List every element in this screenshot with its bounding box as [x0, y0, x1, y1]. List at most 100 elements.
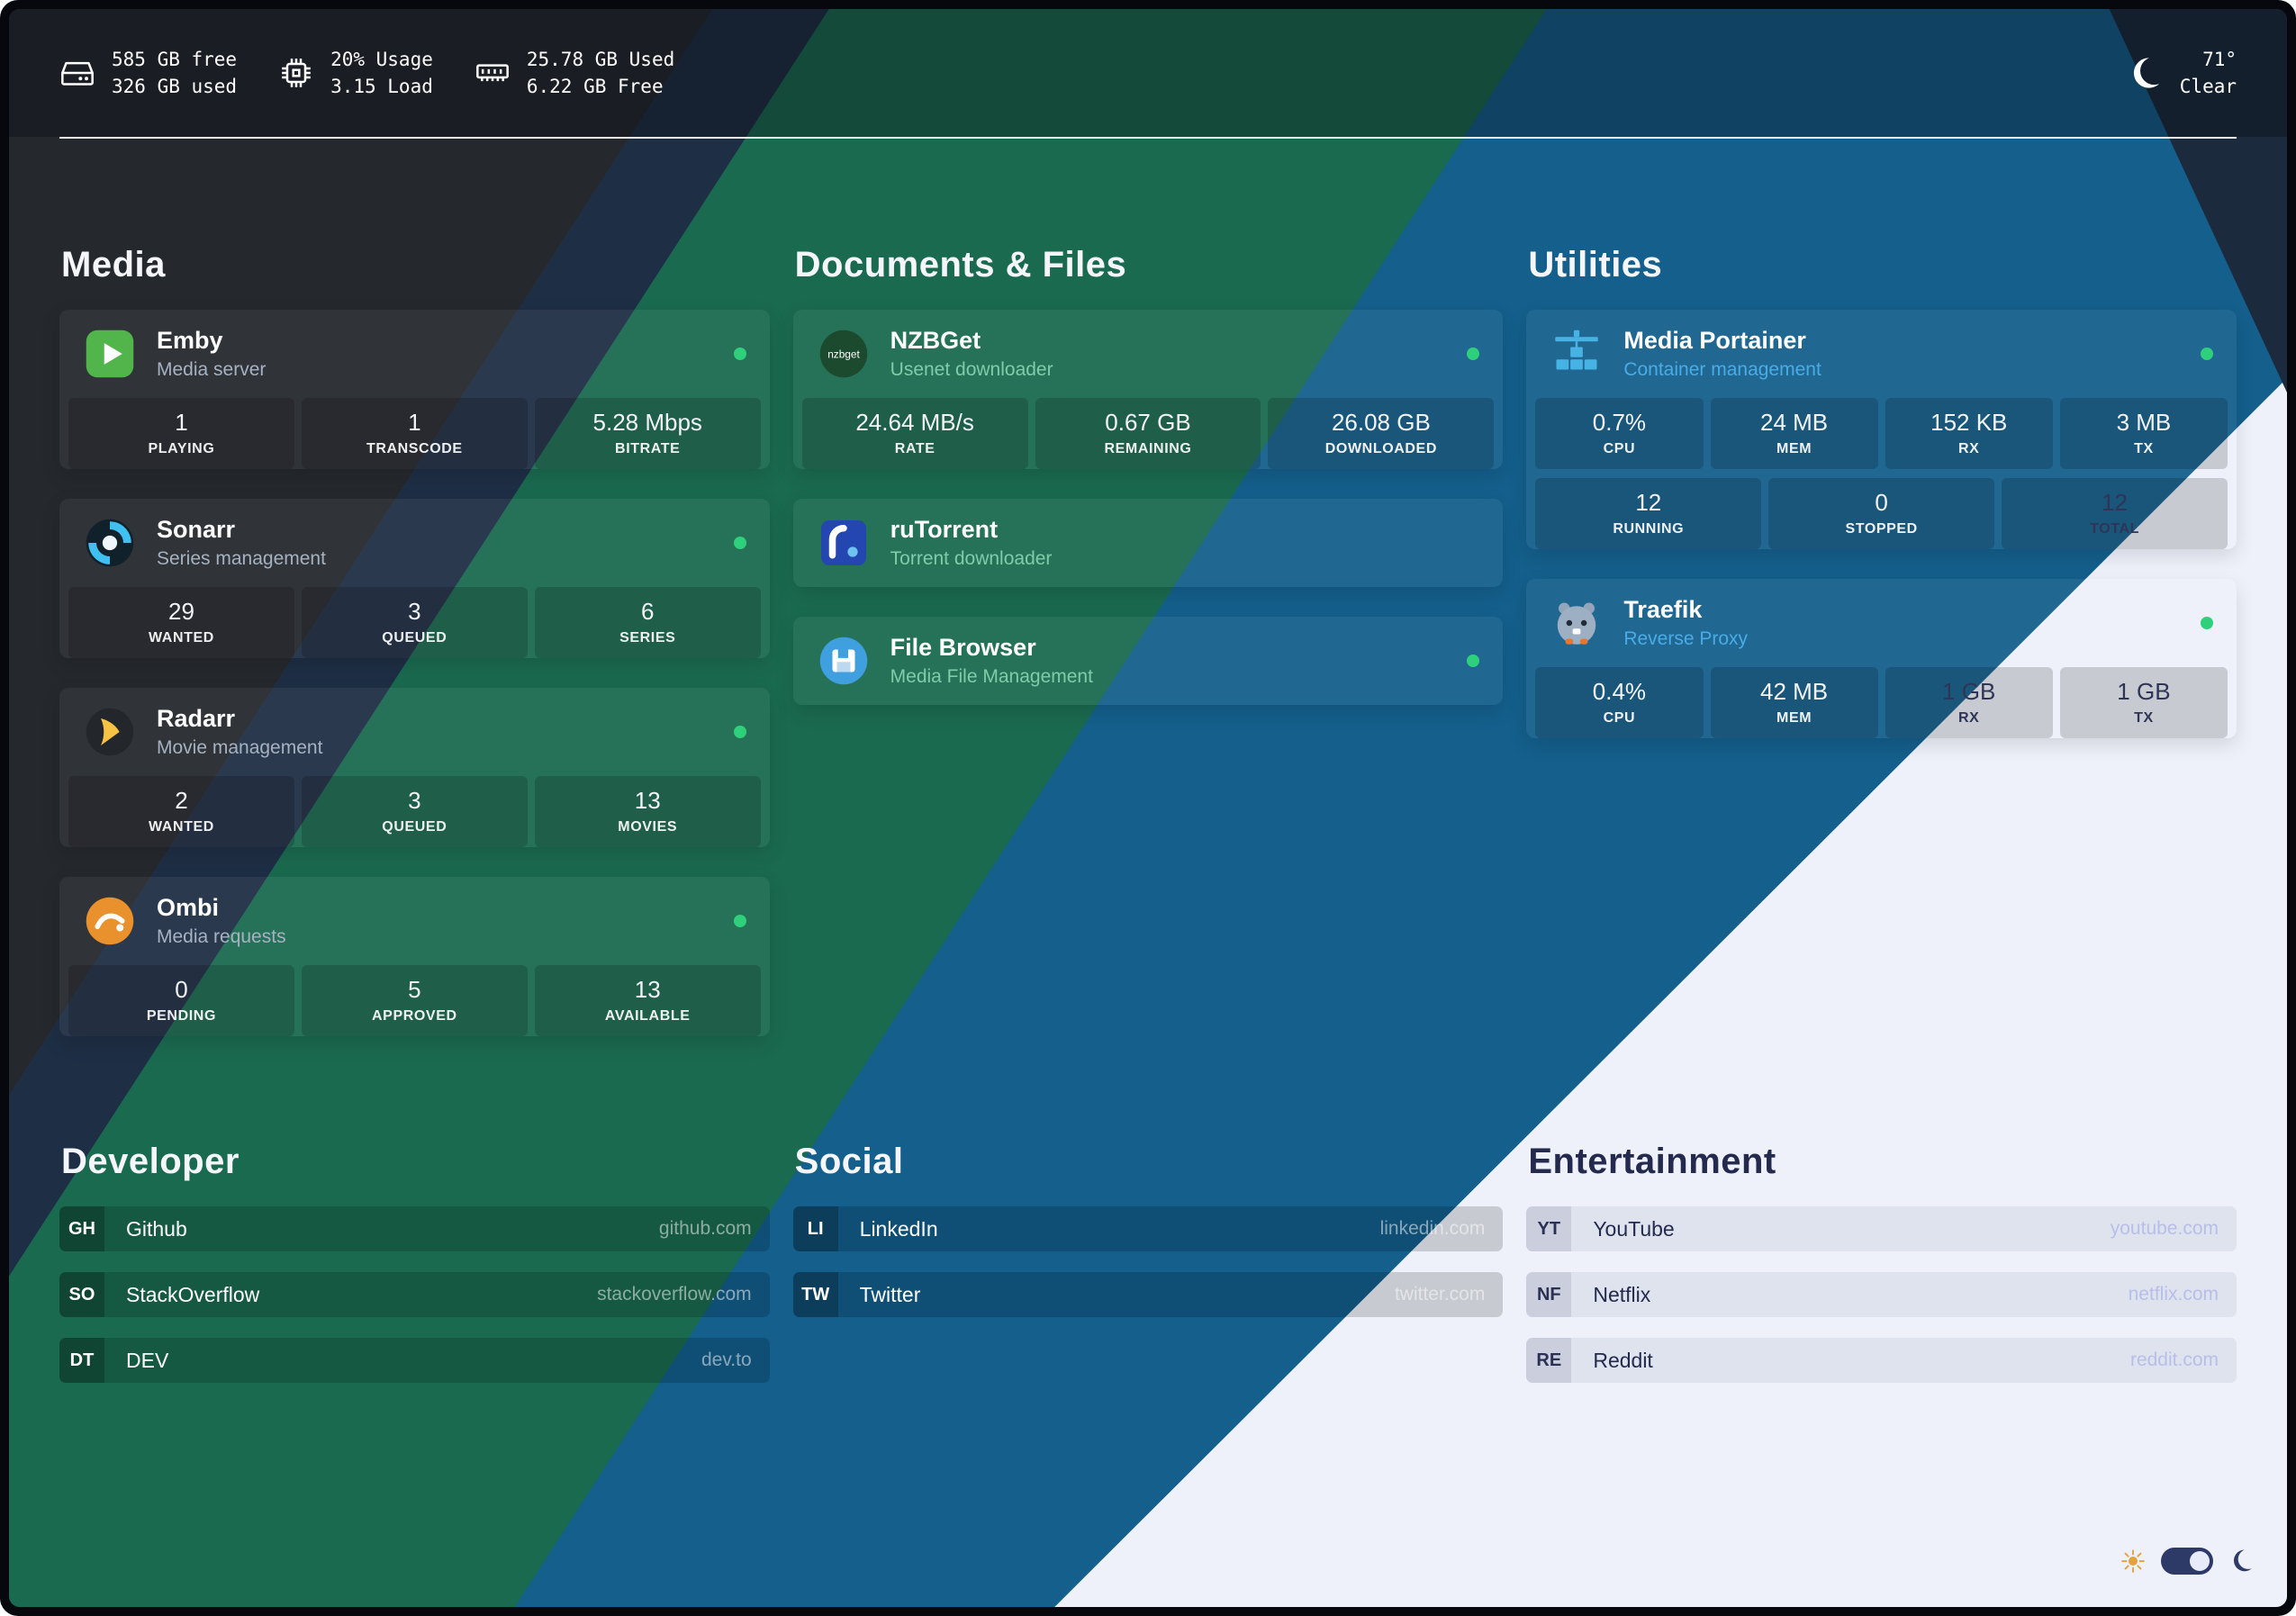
- link-stackoverflow[interactable]: SO StackOverflow stackoverflow.com: [59, 1272, 770, 1317]
- nzbget-icon: nzbget: [817, 327, 871, 381]
- stat-value: 6: [640, 598, 655, 625]
- link-name: StackOverflow: [126, 1282, 260, 1306]
- dashboard-app: 585 GB free 326 GB used 20% Usage 3.15 Loa…: [9, 9, 2287, 1607]
- stat-value: 13: [634, 976, 661, 1003]
- moon-clear-icon: [2126, 55, 2162, 91]
- stat-label: MOVIES: [618, 819, 678, 835]
- stat-playing: 1 PLAYING: [68, 398, 294, 469]
- stat-value: 42 MB: [1760, 678, 1829, 705]
- cpu-status: 20% Usage 3.15 Load: [278, 46, 433, 101]
- link-netflix[interactable]: NF Netflix netflix.com: [1526, 1272, 2237, 1317]
- service-card-rutorrent[interactable]: ruTorrent Torrent downloader: [792, 499, 1504, 587]
- service-card-header: Emby Media server: [59, 310, 770, 398]
- service-card-emby[interactable]: Emby Media server 1 PLAYING 1 TRANSCODE 5.28 M…: [59, 310, 770, 469]
- stat-value: 1 GB: [2117, 678, 2171, 705]
- link-dev[interactable]: DT DEV dev.to: [59, 1338, 770, 1383]
- stat-label: WANTED: [148, 819, 214, 835]
- stat-value: 0: [1875, 489, 1888, 516]
- moon-icon[interactable]: [2228, 1548, 2255, 1575]
- theme-toggle[interactable]: [2161, 1548, 2213, 1575]
- status-dot-online: [1467, 348, 1480, 360]
- service-name: File Browser: [890, 634, 1036, 661]
- stat-value: 152 KB: [1930, 409, 2008, 436]
- stat-value: 12: [2102, 489, 2129, 516]
- link-abbr-badge: LI: [792, 1206, 838, 1251]
- link-abbr-badge: RE: [1526, 1338, 1572, 1383]
- stat-value: 26.08 GB: [1331, 409, 1431, 436]
- link-abbr-badge: NF: [1526, 1272, 1572, 1317]
- service-subtitle: Container management: [1623, 359, 1821, 380]
- link-github[interactable]: GH Github github.com: [59, 1206, 770, 1251]
- service-card-nzbget[interactable]: nzbget NZBGet Usenet downloader 24.64 MB/s R…: [792, 310, 1504, 469]
- weather-condition: Clear: [2179, 76, 2237, 97]
- service-stats-row: 24.64 MB/s RATE 0.67 GB REMAINING 26.08 GB DO…: [793, 398, 1504, 469]
- cpu-usage: 20% Usage: [330, 48, 433, 70]
- stat-label: QUEUED: [382, 819, 447, 835]
- stat-tx: 1 GB TX: [2059, 667, 2228, 738]
- rutorrent-icon: [817, 516, 871, 570]
- stat-value: 0.7%: [1592, 409, 1647, 436]
- stat-rx: 152 KB RX: [1885, 398, 2053, 469]
- weather-text: 71° Clear: [2180, 46, 2237, 101]
- stat-mem: 24 MB MEM: [1710, 398, 1878, 469]
- service-stats-row: 0 PENDING 5 APPROVED 13 AVAILABLE: [59, 965, 770, 1036]
- stat-wanted: 29 WANTED: [68, 587, 294, 658]
- stat-label: RATE: [894, 441, 936, 456]
- stat-label: TX: [2134, 441, 2154, 456]
- service-card-meta: Emby Media server: [157, 327, 266, 381]
- link-reddit[interactable]: RE Reddit reddit.com: [1526, 1338, 2237, 1383]
- service-card-header: Sonarr Series management: [59, 499, 770, 587]
- service-subtitle: Series management: [157, 548, 326, 569]
- section-media: Media Emby Media server 1 PLAYING 1 TRANSCODE…: [59, 245, 770, 1066]
- entertainment-links: YT YouTube youtube.com NF Netflix netflix.com…: [1526, 1206, 2237, 1383]
- header-divider: [59, 137, 2237, 139]
- stat-value: 1: [408, 409, 421, 436]
- link-linkedin[interactable]: LI LinkedIn linkedin.com: [792, 1206, 1504, 1251]
- link-name: YouTube: [1593, 1216, 1675, 1241]
- stat-value: 0.4%: [1592, 678, 1647, 705]
- stat-label: REMAINING: [1104, 441, 1192, 456]
- service-card-meta: NZBGet Usenet downloader: [890, 327, 1053, 381]
- service-card-ombi[interactable]: Ombi Media requests 0 PENDING 5 APPROVED 13 AVA…: [59, 877, 770, 1036]
- service-subtitle: Reverse Proxy: [1623, 628, 1749, 649]
- service-name: Media Portainer: [1623, 327, 1806, 354]
- link-twitter[interactable]: TW Twitter twitter.com: [792, 1272, 1504, 1317]
- service-card-radarr[interactable]: Radarr Movie management 2 WANTED 3 QUEUED 13 MO…: [59, 688, 770, 847]
- stat-tx: 3 MB TX: [2059, 398, 2228, 469]
- developer-links: GH Github github.com SO StackOverflow stackov…: [59, 1206, 770, 1383]
- memory-status-text: 25.78 GB Used 6.22 GB Free: [527, 46, 674, 101]
- stat-label: PENDING: [146, 1008, 216, 1024]
- svg-text:nzbget: nzbget: [827, 348, 860, 360]
- links-grid: Developer GH Github github.com SO StackOverf…: [59, 1142, 2237, 1404]
- service-card-traefik[interactable]: Traefik Reverse Proxy 0.4% CPU 42 MB MEM 1 GB R…: [1526, 579, 2237, 738]
- section-social: Social LI LinkedIn linkedin.com TW Twitter tw…: [792, 1142, 1504, 1404]
- stat-label: MEM: [1776, 441, 1812, 456]
- link-url: youtube.com: [2110, 1218, 2219, 1239]
- stat-value: 29: [167, 598, 194, 625]
- stat-running: 12 RUNNING: [1535, 478, 1762, 549]
- service-card-media-portainer[interactable]: Media Portainer Container management 0.7% C…: [1526, 310, 2237, 549]
- service-card-meta: Ombi Media requests: [157, 894, 286, 948]
- service-card-meta: Media Portainer Container management: [1623, 327, 1821, 381]
- link-abbr-badge: DT: [59, 1338, 104, 1383]
- stat-label: CPU: [1603, 710, 1636, 726]
- service-card-sonarr[interactable]: Sonarr Series management 29 WANTED 3 QUEUED 6 S…: [59, 499, 770, 658]
- service-card-header: nzbget NZBGet Usenet downloader: [793, 310, 1504, 398]
- service-stats-row: 1 PLAYING 1 TRANSCODE 5.28 Mbps BITRATE: [59, 398, 770, 469]
- link-youtube[interactable]: YT YouTube youtube.com: [1526, 1206, 2237, 1251]
- social-links: LI LinkedIn linkedin.com TW Twitter twitter.c…: [792, 1206, 1504, 1317]
- link-url: linkedin.com: [1379, 1218, 1486, 1239]
- service-card-meta: ruTorrent Torrent downloader: [890, 516, 1053, 570]
- section-title-social: Social: [794, 1142, 904, 1181]
- weather-temperature: 71°: [2202, 48, 2237, 70]
- link-url: stackoverflow.com: [597, 1284, 752, 1305]
- link-name: LinkedIn: [859, 1216, 938, 1241]
- memory-free: 6.22 GB Free: [526, 76, 664, 97]
- hard-drive-icon: [59, 55, 95, 91]
- stat-label: BITRATE: [615, 441, 681, 456]
- memory-used: 25.78 GB Used: [526, 48, 675, 70]
- service-card-file-browser[interactable]: File Browser Media File Management: [792, 617, 1504, 705]
- sun-icon[interactable]: [2120, 1548, 2147, 1575]
- utilities-cards: Media Portainer Container management 0.7% C…: [1526, 310, 2237, 738]
